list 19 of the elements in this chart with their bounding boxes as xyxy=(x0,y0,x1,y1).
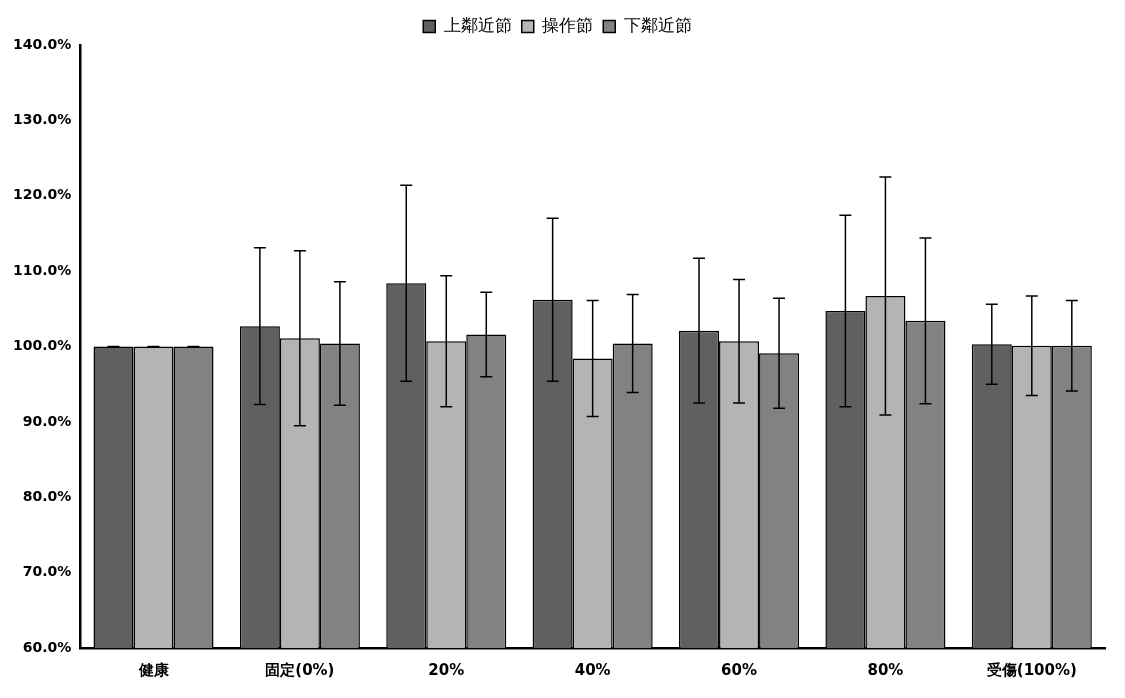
x-tick-label: 受傷(100%) xyxy=(985,660,1077,679)
legend-label: 操作節 xyxy=(542,14,594,35)
y-tick-label: 110.0% xyxy=(13,261,72,278)
x-tick-label: 60% xyxy=(721,660,757,679)
y-tick-label: 90.0% xyxy=(22,412,72,429)
x-tick-label: 40% xyxy=(574,660,611,679)
x-tick-label: 80% xyxy=(867,660,904,679)
y-tick-label: 130.0% xyxy=(13,111,72,128)
legend-label: 上鄰近節 xyxy=(443,14,512,35)
y-tick-label: 60.0% xyxy=(22,638,72,655)
x-tick-label: 20% xyxy=(428,660,465,679)
x-tick-label: 固定(0%) xyxy=(265,660,335,679)
y-tick-label: 100.0% xyxy=(13,337,72,354)
y-tick-label: 70.0% xyxy=(22,563,72,580)
y-tick-label: 120.0% xyxy=(13,186,72,203)
y-tick-label: 140.0% xyxy=(13,35,72,52)
x-tick-label: 健康 xyxy=(137,660,170,679)
legend-label: 下鄰近節 xyxy=(623,14,692,35)
y-tick-label: 80.0% xyxy=(22,487,72,504)
